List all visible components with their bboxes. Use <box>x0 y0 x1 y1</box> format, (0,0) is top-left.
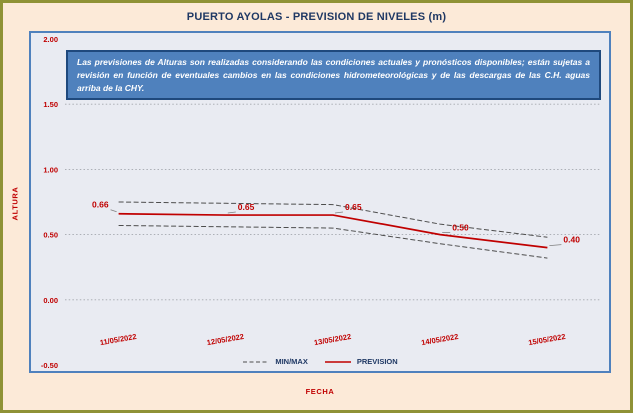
chart-frame: 2.00 1.50 1.00 0.50 0.00 -0.50 11/05/2022 12/05… <box>29 31 611 373</box>
legend-item-minmax: MIN/MAX <box>242 357 308 366</box>
data-label-leader <box>549 244 562 247</box>
minmax-dashed-line-icon <box>243 361 270 362</box>
y-tick-label: 1.50 <box>43 100 58 109</box>
y-axis-title: ALTURA <box>10 186 20 221</box>
x-axis-title: FECHA <box>305 387 335 396</box>
data-label: 0.65 <box>238 202 255 212</box>
legend-item-prevision: PREVISION <box>324 357 398 366</box>
data-label-leader <box>334 211 344 214</box>
y-tick-label: 2.00 <box>43 35 58 44</box>
disclaimer-box: Las previsiones de Alturas son realizada… <box>66 50 601 101</box>
x-tick-label: 12/05/2022 <box>206 332 245 347</box>
x-tick-label: 13/05/2022 <box>313 332 352 347</box>
y-tick-label: 0.00 <box>43 296 58 305</box>
y-tick-label: -0.50 <box>41 361 58 370</box>
chart-plot-area: 2.00 1.50 1.00 0.50 0.00 -0.50 11/05/2022 12/05… <box>41 35 601 370</box>
series-max <box>118 201 548 238</box>
data-label: 0.40 <box>563 235 580 245</box>
x-tick-label: 15/05/2022 <box>528 332 567 347</box>
data-label: 0.66 <box>92 200 109 210</box>
legend-label-minmax: MIN/MAX <box>275 357 308 366</box>
data-label: 0.65 <box>345 202 362 212</box>
disclaimer-text: Las previsiones de Alturas son realizada… <box>77 57 590 93</box>
data-label-leader <box>110 209 117 213</box>
prevision-line-icon <box>324 360 351 363</box>
y-tick-label: 1.00 <box>43 165 58 174</box>
series-prevision <box>118 212 548 249</box>
chart-title: PUERTO AYOLAS - PREVISION DE NIVELES (m) <box>186 11 447 23</box>
series-min <box>118 224 548 259</box>
x-tick-label: 14/05/2022 <box>420 332 459 347</box>
data-label-leader <box>227 211 236 214</box>
x-tick-label: 11/05/2022 <box>99 332 137 347</box>
data-label: 0.50 <box>452 223 469 233</box>
legend-label-prevision: PREVISION <box>356 357 398 366</box>
chart-legend: MIN/MAX PREVISION <box>31 357 609 366</box>
y-tick-label: 0.50 <box>43 231 58 240</box>
